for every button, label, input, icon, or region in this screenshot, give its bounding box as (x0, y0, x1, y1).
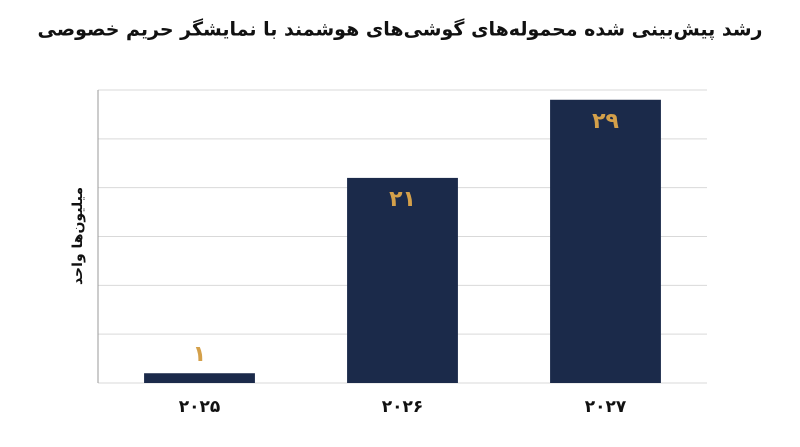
value-label: ۲۹ (592, 109, 619, 134)
x-tick-label: ۲۰۲۷ (585, 397, 627, 417)
value-label: ۲۱ (389, 187, 416, 212)
y-axis-label: میلیون‌ها واحد (70, 187, 86, 285)
bar (550, 99, 661, 384)
bar (347, 177, 458, 383)
x-tick-label: ۲۰۲۶ (382, 397, 424, 417)
x-tick-label: ۲۰۲۵ (179, 397, 221, 417)
bar (144, 373, 255, 383)
value-label: ۱ (193, 342, 206, 367)
chart-title: رشد پیش‌بینی شده محموله‌های گوشی‌های هوش… (37, 18, 762, 41)
